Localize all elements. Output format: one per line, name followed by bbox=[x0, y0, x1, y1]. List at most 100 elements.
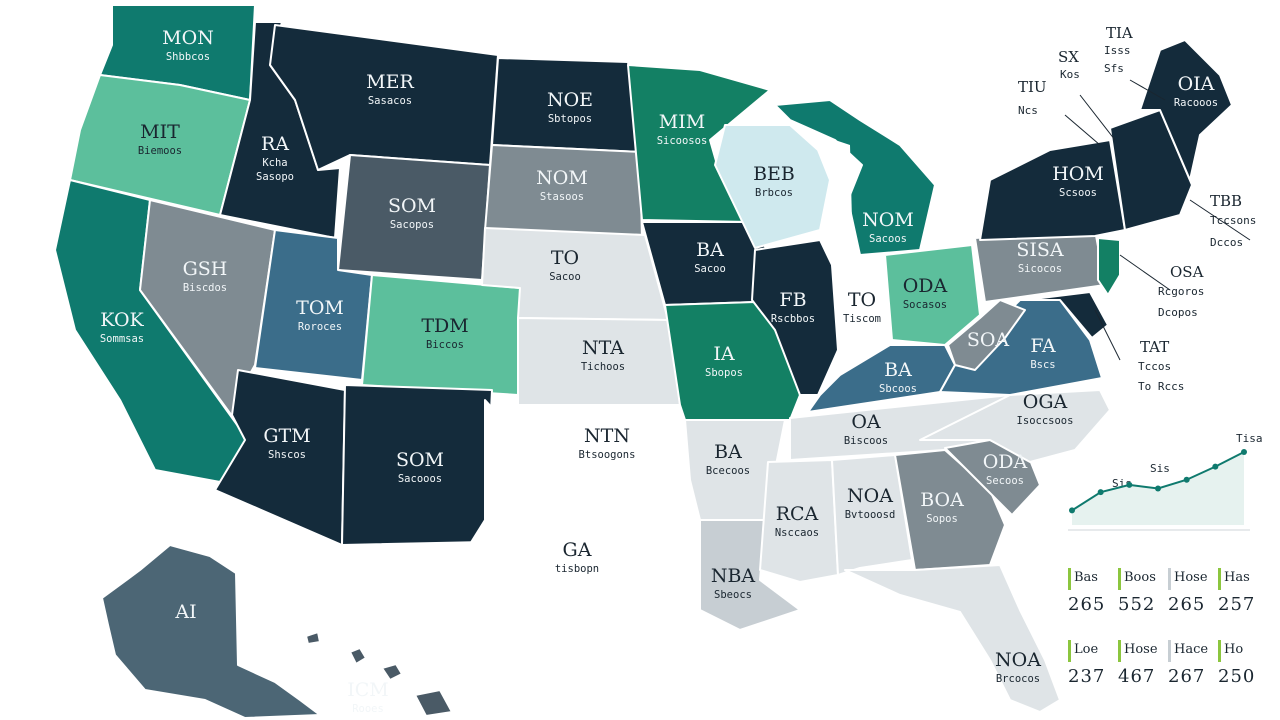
state-label-ut: TOM Roroces bbox=[296, 297, 344, 333]
state-sub: Shscos bbox=[268, 449, 306, 461]
state-code: NOM bbox=[862, 209, 914, 231]
svg-text:TIU: TIU bbox=[1018, 78, 1047, 96]
legend-value: 265 bbox=[1068, 594, 1106, 615]
state-sub: Biscdos bbox=[183, 282, 227, 294]
state-sub: Racooos bbox=[1174, 97, 1218, 109]
legend-value: 250 bbox=[1218, 666, 1256, 687]
state-code: SISA bbox=[1016, 239, 1064, 261]
state-label-ak: AI bbox=[174, 601, 196, 623]
state-label-ks: NTA Tichoos bbox=[581, 337, 625, 373]
state-nj[interactable] bbox=[1097, 237, 1121, 296]
legend-label: Hose bbox=[1174, 570, 1208, 585]
state-label-ar: BA Bcecoos bbox=[706, 441, 750, 477]
state-wi[interactable] bbox=[714, 124, 831, 249]
trend-label-2: Sis bbox=[1150, 462, 1170, 475]
state-ms[interactable] bbox=[759, 459, 839, 583]
svg-text:Tccos: Tccos bbox=[1138, 360, 1171, 373]
state-label-id: RA Kcha Sasopo bbox=[256, 133, 294, 183]
state-label-nm: SOM Sacooos bbox=[396, 449, 444, 485]
svg-text:TIA: TIA bbox=[1106, 24, 1133, 42]
state-code: NOA bbox=[847, 485, 893, 507]
state-label-fl: NOA Brcocos bbox=[995, 649, 1041, 685]
state-hi-1[interactable] bbox=[349, 647, 367, 665]
state-sub: Sbopos bbox=[705, 367, 743, 379]
svg-text:OSA: OSA bbox=[1170, 263, 1204, 281]
state-ny[interactable] bbox=[979, 139, 1126, 241]
state-md[interactable] bbox=[1024, 291, 1109, 339]
state-sub: tisbopn bbox=[555, 563, 599, 575]
state-label-la: NBA Sbeocs bbox=[711, 565, 756, 601]
state-hi-2[interactable] bbox=[381, 663, 403, 681]
state-sub: Brcocos bbox=[996, 673, 1040, 685]
legend: Bas 265 Boos 552 Hose 265 Has 257 Loe 237 Hose 467 H… bbox=[1068, 568, 1268, 708]
state-sub: Sacoos bbox=[869, 233, 907, 245]
annotation-leaders bbox=[1064, 79, 1251, 361]
state-sub: Rooes bbox=[352, 703, 384, 715]
state-code: KOK bbox=[100, 309, 144, 331]
state-sub: Tichoos bbox=[581, 361, 625, 373]
svg-text:Ncs: Ncs bbox=[1018, 104, 1038, 117]
state-label-mi: NOM Sacoos bbox=[862, 209, 914, 245]
state-sub: Secoos bbox=[986, 475, 1024, 487]
state-label-wv: SOA bbox=[967, 329, 1010, 351]
state-code: FB bbox=[779, 289, 806, 311]
legend-value: 467 bbox=[1118, 666, 1156, 687]
state-code: MIM bbox=[659, 111, 705, 133]
state-sub: Sacopos bbox=[390, 219, 434, 231]
state-code: NOM bbox=[536, 167, 588, 189]
state-ak[interactable] bbox=[101, 544, 321, 719]
state-code: IA bbox=[713, 343, 735, 365]
state-code: ODA bbox=[903, 275, 948, 297]
state-code: OIA bbox=[1178, 73, 1215, 95]
state-sub: Bvtooosd bbox=[845, 509, 896, 521]
state-me[interactable] bbox=[1139, 39, 1233, 181]
state-sub: Nsccaos bbox=[775, 527, 819, 539]
state-label-ms: RCA Nsccaos bbox=[775, 503, 819, 539]
state-code: ICM bbox=[347, 679, 389, 701]
state-code: AI bbox=[174, 601, 196, 623]
state-label-me: OIA Racooos bbox=[1174, 73, 1218, 109]
state-code: NOE bbox=[547, 89, 593, 111]
state-sub: Shbbcos bbox=[166, 51, 210, 63]
state-hi-4[interactable] bbox=[305, 631, 321, 645]
state-label-ok: NTN Btsoogons bbox=[579, 425, 636, 461]
state-label-az: GTM Shscos bbox=[263, 425, 310, 461]
state-mn[interactable] bbox=[627, 64, 771, 223]
state-il[interactable] bbox=[751, 239, 839, 396]
state-code: FA bbox=[1030, 335, 1056, 357]
legend-swatch bbox=[1118, 640, 1121, 662]
state-code: SOM bbox=[396, 449, 444, 471]
state-label-nd: NOE Sbtopos bbox=[547, 89, 593, 125]
state-code: ODA bbox=[983, 451, 1028, 473]
state-label-il: FB Rscbbos bbox=[771, 289, 815, 325]
state-sub: Isoccsoos bbox=[1017, 415, 1074, 427]
state-wy[interactable] bbox=[337, 154, 491, 281]
state-code: NTA bbox=[582, 337, 624, 359]
state-wv[interactable] bbox=[947, 299, 1026, 371]
state-tx[interactable] bbox=[459, 399, 701, 651]
legend-label: Boos bbox=[1124, 570, 1156, 585]
legend-value: 265 bbox=[1168, 594, 1206, 615]
state-label-ga: BOA Sopos bbox=[920, 489, 964, 525]
state-label-wa: MON Shbbcos bbox=[162, 27, 214, 63]
state-hi-3[interactable] bbox=[414, 689, 453, 717]
state-code: MIT bbox=[140, 121, 180, 143]
state-label-sc: ODA Secoos bbox=[983, 451, 1028, 487]
state-ne-block[interactable] bbox=[1109, 109, 1193, 231]
state-label-wy: SOM Sacopos bbox=[388, 195, 436, 231]
annotation-tia: TIA Isss Sfs bbox=[1104, 24, 1133, 75]
state-oh[interactable] bbox=[884, 244, 981, 346]
state-al[interactable] bbox=[831, 454, 913, 576]
state-code: MON bbox=[162, 27, 214, 49]
state-sub: Rscbbos bbox=[771, 313, 815, 325]
state-fl[interactable] bbox=[844, 564, 1061, 713]
state-label-ca: KOK Sommsas bbox=[100, 309, 145, 345]
state-sub: Stasoos bbox=[540, 191, 584, 203]
state-sub: Sasacos bbox=[368, 95, 412, 107]
state-sub: Sasopo bbox=[256, 171, 294, 183]
state-nc[interactable] bbox=[919, 389, 1111, 463]
trend-chart: Sis Sis Tisa bbox=[1068, 432, 1263, 531]
state-mi[interactable] bbox=[774, 99, 936, 256]
state-code: HOM bbox=[1052, 163, 1104, 185]
trend-point bbox=[1097, 489, 1104, 496]
